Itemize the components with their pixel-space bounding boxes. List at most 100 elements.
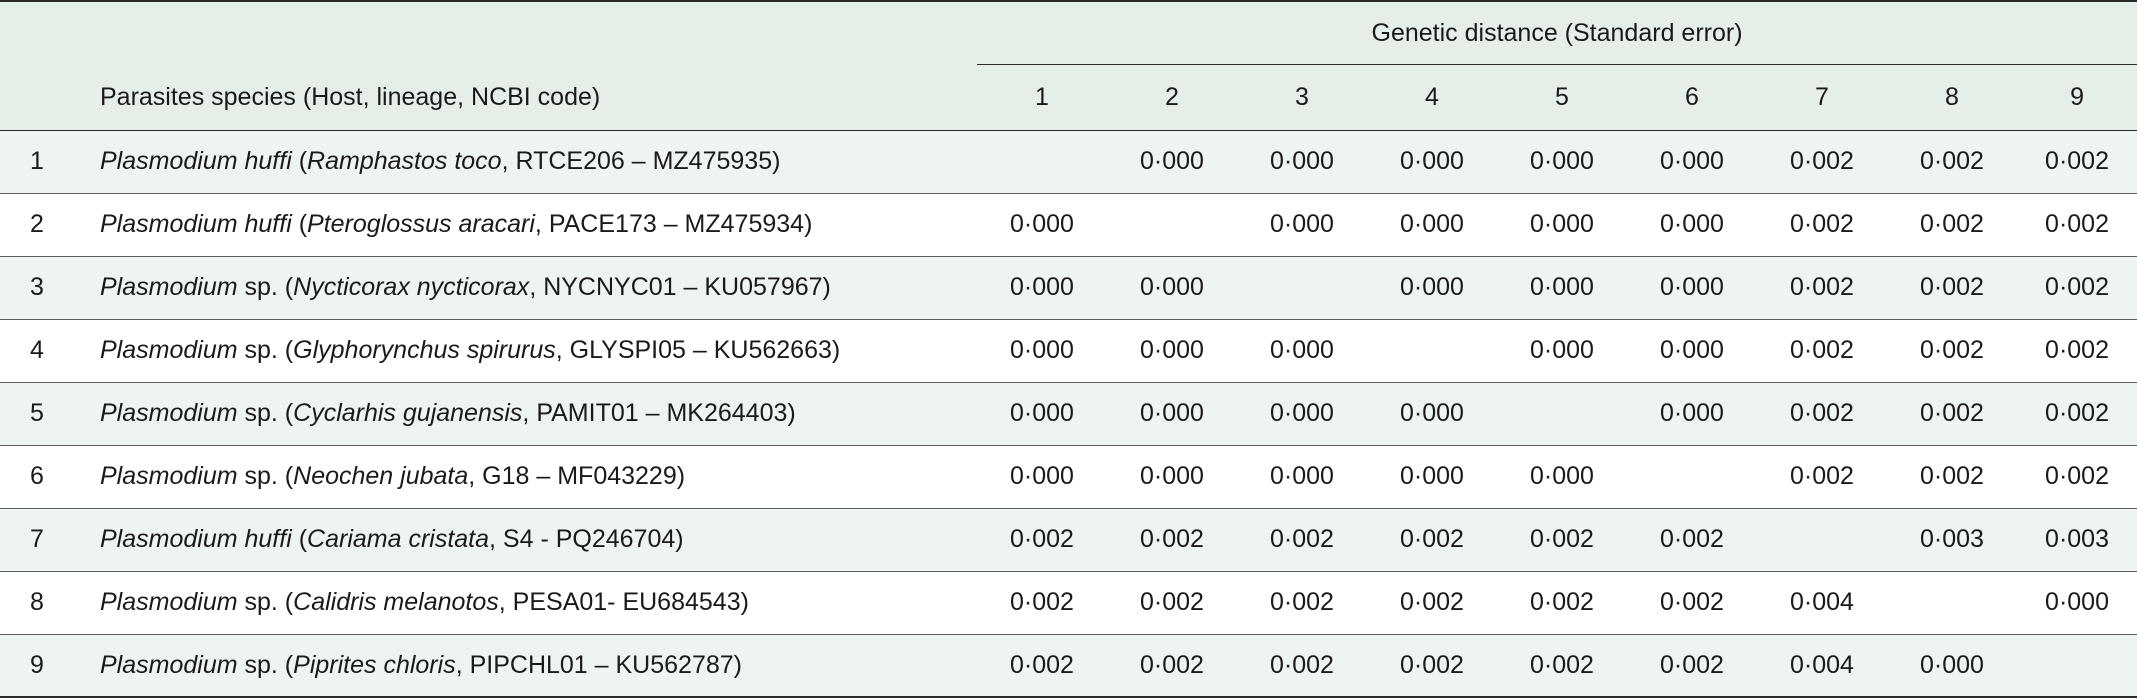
distance-cell-8: 0·000 (1887, 634, 2017, 698)
row-index: 1 (0, 130, 100, 194)
header-col-7: 7 (1757, 65, 1887, 131)
row-index: 6 (0, 445, 100, 509)
distance-cell-8: 0·003 (1887, 508, 2017, 572)
distance-cell-2: 0·000 (1107, 319, 1237, 383)
distance-cell-9: 0·000 (2017, 571, 2137, 635)
species-suffix: sp. (237, 650, 278, 679)
distance-cell-7: 0·004 (1757, 571, 1887, 635)
species-cell: Plasmodium sp. (Neochen jubata, G18 – MF… (100, 445, 977, 509)
host-species: Calidris melanotos (293, 588, 499, 616)
lineage-ncbi-code: , PESA01- EU684543) (498, 588, 749, 616)
distance-cell-3: 0·000 (1237, 445, 1367, 509)
distance-cell-8 (1887, 571, 2017, 635)
distance-cell-9: 0·002 (2017, 193, 2137, 257)
distance-cell-6: 0·000 (1627, 382, 1757, 446)
species-cell: Plasmodium sp. (Glyphorynchus spirurus, … (100, 319, 977, 383)
parasite-genus: Plasmodium (100, 650, 238, 679)
species-suffix: sp. (237, 399, 278, 427)
species-cell: Plasmodium huffi (Cariama cristata, S4 -… (100, 508, 977, 572)
header-index-col (0, 65, 100, 131)
distance-cell-1: 0·002 (977, 634, 1107, 698)
parasite-genus: Plasmodium (100, 588, 238, 616)
distance-cell-3: 0·002 (1237, 634, 1367, 698)
distance-cell-2: 0·002 (1107, 634, 1237, 698)
header-col-4: 4 (1367, 65, 1497, 131)
header-col-6: 6 (1627, 65, 1757, 131)
lineage-ncbi-code: , PACE173 – MZ475934) (534, 210, 813, 238)
parasite-genus: Plasmodium (100, 399, 238, 427)
header-col-1: 1 (977, 65, 1107, 131)
distance-cell-4: 0·002 (1367, 508, 1497, 572)
row-index: 3 (0, 256, 100, 320)
distance-cell-3: 0·000 (1237, 193, 1367, 257)
table-row: 7 Plasmodium huffi (Cariama cristata, S4 … (0, 508, 2137, 572)
distance-cell-3: 0·000 (1237, 130, 1367, 194)
table-row: 4 Plasmodium sp. (Glyphorynchus spirurus,… (0, 319, 2137, 383)
distance-cell-1: 0·000 (977, 445, 1107, 509)
header-col-9: 9 (2017, 65, 2137, 131)
distance-cell-5 (1497, 382, 1627, 446)
lineage-ncbi-code: , PIPCHL01 – KU562787) (455, 650, 742, 679)
group-header-rule (977, 64, 2137, 65)
row-index: 2 (0, 193, 100, 257)
distance-cell-6: 0·000 (1627, 130, 1757, 194)
distance-cell-4: 0·002 (1367, 634, 1497, 698)
host-species: Nycticorax nycticorax (293, 273, 530, 301)
distance-cell-2 (1107, 193, 1237, 257)
distance-cell-5: 0·000 (1497, 193, 1627, 257)
distance-cell-6: 0·000 (1627, 319, 1757, 383)
distance-cell-1: 0·000 (977, 193, 1107, 257)
host-species: Cyclarhis gujanensis (293, 399, 523, 427)
distance-cell-4: 0·000 (1367, 130, 1497, 194)
table-row: 6 Plasmodium sp. (Neochen jubata, G18 – M… (0, 445, 2137, 509)
distance-cell-8: 0·002 (1887, 382, 2017, 446)
distance-cell-5: 0·000 (1497, 445, 1627, 509)
distance-cell-7: 0·002 (1757, 256, 1887, 320)
distance-cell-2: 0·000 (1107, 382, 1237, 446)
table-body: 1 Plasmodium huffi (Ramphastos toco, RTCE… (0, 130, 2137, 698)
table-row: 3 Plasmodium sp. (Nycticorax nycticorax, … (0, 256, 2137, 320)
distance-cell-3: 0·000 (1237, 382, 1367, 446)
distance-cell-5: 0·002 (1497, 634, 1627, 698)
distance-cell-3 (1237, 256, 1367, 320)
distance-cell-3: 0·002 (1237, 571, 1367, 635)
header-spacer (100, 0, 977, 65)
row-index: 9 (0, 634, 100, 698)
lineage-ncbi-code: , NYCNYC01 – KU057967) (529, 273, 831, 301)
row-index: 4 (0, 319, 100, 383)
distance-cell-2: 0·002 (1107, 508, 1237, 572)
host-species: Cariama cristata (307, 525, 490, 553)
species-suffix: sp. (237, 273, 278, 301)
distance-cell-8: 0·002 (1887, 445, 2017, 509)
table-row: 8 Plasmodium sp. (Calidris melanotos, PES… (0, 571, 2137, 635)
distance-cell-2: 0·000 (1107, 445, 1237, 509)
distance-cell-5: 0·002 (1497, 508, 1627, 572)
distance-cell-4: 0·000 (1367, 256, 1497, 320)
parasite-genus: Plasmodium (100, 336, 238, 364)
distance-cell-3: 0·002 (1237, 508, 1367, 572)
distance-cell-8: 0·002 (1887, 256, 2017, 320)
distance-cell-5: 0·002 (1497, 571, 1627, 635)
distance-cell-9 (2017, 634, 2137, 698)
group-header-label: Genetic distance (Standard error) (1371, 19, 1743, 47)
species-suffix: sp. (237, 462, 278, 490)
distance-cell-5: 0·000 (1497, 130, 1627, 194)
species-suffix: sp. (237, 588, 278, 616)
distance-cell-4: 0·000 (1367, 445, 1497, 509)
distance-cell-2: 0·000 (1107, 256, 1237, 320)
row-index: 7 (0, 508, 100, 572)
distance-cell-1: 0·000 (977, 319, 1107, 383)
distance-cell-6: 0·000 (1627, 193, 1757, 257)
distance-cell-1: 0·002 (977, 508, 1107, 572)
species-cell: Plasmodium huffi (Ramphastos toco, RTCE2… (100, 130, 977, 194)
distance-cell-2: 0·000 (1107, 130, 1237, 194)
distance-cell-9: 0·002 (2017, 319, 2137, 383)
table-row: 5 Plasmodium sp. (Cyclarhis gujanensis, P… (0, 382, 2137, 446)
header-col-2: 2 (1107, 65, 1237, 131)
species-cell: Plasmodium sp. (Calidris melanotos, PESA… (100, 571, 977, 635)
lineage-ncbi-code: , S4 - PQ246704) (489, 525, 684, 553)
lineage-ncbi-code: , GLYSPI05 – KU562663) (555, 336, 841, 364)
species-suffix: sp. (237, 336, 278, 364)
distance-cell-6: 0·002 (1627, 508, 1757, 572)
table-row: 9 Plasmodium sp. (Piprites chloris, PIPCH… (0, 634, 2137, 698)
